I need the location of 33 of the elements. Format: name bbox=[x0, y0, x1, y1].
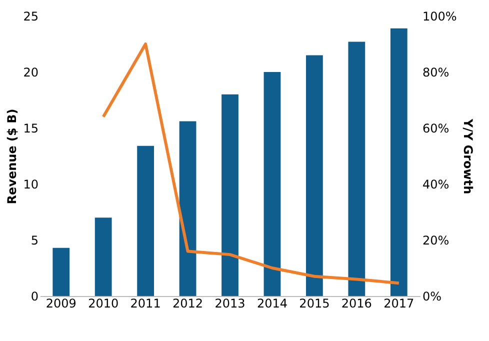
bar bbox=[137, 146, 154, 296]
x-tick-label: 2016 bbox=[341, 296, 372, 310]
y2-tick-label: 100% bbox=[422, 10, 457, 24]
x-tick-label: 2017 bbox=[384, 296, 414, 310]
x-tick-label: 2013 bbox=[214, 296, 246, 310]
y2-tick-label: 80% bbox=[422, 66, 450, 80]
bar bbox=[179, 121, 196, 296]
y-axis-title: Revenue ($ B) bbox=[5, 108, 20, 204]
y-tick-label: 25 bbox=[23, 10, 38, 24]
bar bbox=[348, 42, 366, 296]
x-tick-label: 2011 bbox=[130, 296, 161, 310]
x-tick-label: 2014 bbox=[256, 296, 288, 310]
x-tick-label: 2012 bbox=[172, 296, 204, 310]
bar bbox=[306, 55, 323, 296]
x-tick-label: 2015 bbox=[299, 296, 330, 310]
y-tick-label: 10 bbox=[23, 178, 38, 192]
x-tick-label: 2009 bbox=[46, 296, 76, 310]
y2-tick-label: 0% bbox=[422, 290, 442, 304]
line-series bbox=[102, 42, 400, 285]
y2-tick-label: 20% bbox=[422, 234, 450, 248]
y-tick-label: 20 bbox=[23, 66, 38, 80]
y-tick-label: 5 bbox=[30, 234, 38, 248]
y-tick-label: 0 bbox=[30, 290, 38, 304]
y2-tick-label: 40% bbox=[422, 178, 450, 192]
y2-tick-label: 60% bbox=[422, 122, 450, 136]
y-tick-label: 15 bbox=[23, 122, 38, 136]
y2-axis-title: Y/Y Growth bbox=[460, 118, 475, 194]
bar bbox=[52, 248, 70, 296]
bar bbox=[222, 94, 238, 296]
bar bbox=[390, 28, 408, 296]
bar bbox=[264, 72, 281, 296]
bar bbox=[94, 218, 112, 296]
x-tick-label: 2010 bbox=[88, 296, 119, 310]
